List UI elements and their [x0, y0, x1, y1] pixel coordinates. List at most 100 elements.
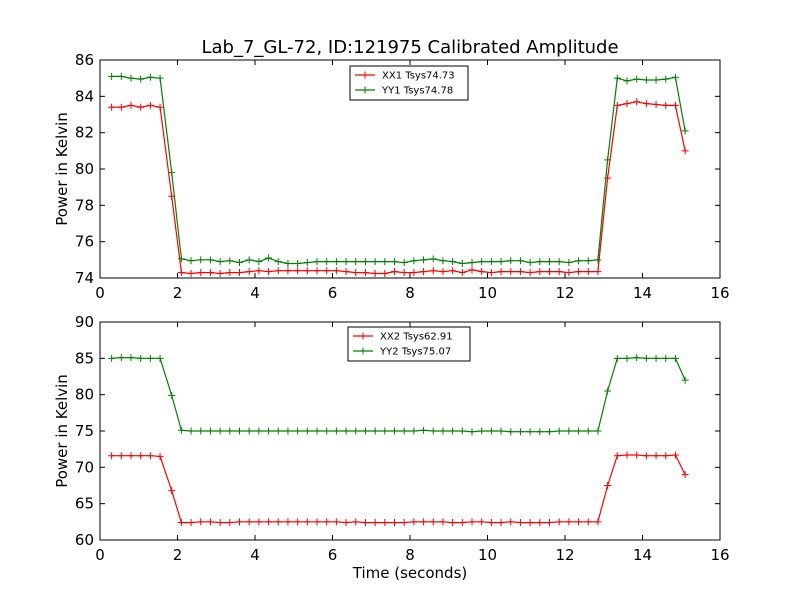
data-point — [117, 72, 125, 80]
data-point — [487, 269, 495, 277]
data-point — [429, 427, 437, 435]
data-point — [429, 518, 437, 526]
data-point — [546, 428, 553, 436]
data-point — [575, 268, 583, 276]
y-tick-label: 75 — [75, 422, 94, 440]
data-point — [420, 256, 428, 264]
data-point — [449, 427, 457, 435]
data-point — [391, 519, 398, 527]
data-point — [468, 428, 476, 436]
data-point — [137, 103, 145, 111]
data-point — [216, 427, 224, 435]
data-point — [323, 258, 331, 266]
data-point — [352, 518, 360, 526]
data-point — [681, 376, 689, 384]
data-point — [361, 519, 369, 527]
data-point — [546, 258, 553, 266]
x-tick-label: 6 — [328, 546, 338, 564]
data-point — [526, 519, 534, 527]
data-point — [584, 427, 592, 435]
y-tick-label: 74 — [75, 269, 94, 287]
data-point — [681, 147, 689, 155]
data-point — [294, 427, 302, 435]
data-point — [565, 269, 573, 277]
y-tick-label: 70 — [75, 458, 94, 476]
data-point — [206, 256, 214, 264]
legend: XX2 Tsys62.91 YY2 Tsys75.07 — [347, 326, 471, 362]
x-tick-label: 12 — [555, 284, 574, 302]
data-point — [226, 257, 234, 265]
data-point — [108, 354, 116, 362]
data-point — [468, 266, 476, 274]
y-tick-label: 76 — [75, 233, 94, 251]
data-point — [497, 268, 505, 276]
data-point — [652, 452, 660, 460]
data-point — [245, 268, 253, 276]
y-tick-label: 60 — [75, 531, 94, 549]
data-point — [371, 519, 379, 527]
data-point — [245, 256, 253, 264]
data-point — [546, 519, 553, 527]
x-tick-label: 2 — [173, 546, 183, 564]
data-point — [313, 267, 321, 275]
y-tick-label: 78 — [75, 196, 94, 214]
data-point — [255, 267, 263, 275]
legend-marker — [361, 71, 369, 79]
data-point — [565, 259, 573, 267]
data-point — [565, 427, 573, 435]
data-point — [681, 471, 689, 479]
data-point — [177, 519, 185, 527]
data-point — [236, 269, 243, 277]
data-point — [439, 518, 447, 526]
data-point — [613, 74, 621, 82]
data-point — [216, 519, 224, 527]
data-point — [156, 452, 164, 460]
data-point — [594, 268, 602, 276]
data-point — [516, 268, 524, 276]
data-point — [662, 101, 670, 109]
data-point — [507, 428, 515, 436]
data-point — [226, 269, 234, 277]
legend-marker — [361, 86, 369, 94]
data-point — [623, 100, 631, 108]
data-point — [313, 518, 321, 526]
data-point — [156, 103, 164, 111]
data-point — [361, 427, 369, 435]
data-point — [410, 269, 418, 277]
data-point — [478, 427, 486, 435]
data-point — [400, 427, 408, 435]
data-point — [117, 354, 125, 362]
data-point — [555, 518, 563, 526]
data-point — [137, 75, 145, 83]
data-point — [584, 518, 592, 526]
data-point — [108, 103, 116, 111]
data-point — [226, 427, 234, 435]
data-point — [265, 427, 273, 435]
data-point — [410, 427, 418, 435]
data-point — [323, 267, 331, 275]
data-point — [458, 519, 466, 527]
data-point — [177, 255, 185, 263]
data-point — [265, 268, 273, 276]
data-point — [284, 267, 292, 275]
chart-title: Lab_7_GL-72, ID:121975 Calibrated Amplit… — [201, 37, 618, 58]
data-point — [458, 269, 466, 277]
data-point — [584, 257, 592, 265]
data-point — [642, 354, 650, 362]
data-point — [371, 258, 379, 266]
y-tick-label: 80 — [75, 386, 94, 404]
data-point — [439, 427, 447, 435]
data-point — [555, 427, 563, 435]
data-point — [313, 427, 321, 435]
data-point — [468, 259, 476, 267]
bottom-panel: 0 2 4 6 8 10 12 14 16 60 65 70 75 80 85 90 Power in Kelv… — [53, 313, 730, 582]
legend-label: YY1 Tsys74.78 — [381, 86, 453, 97]
data-point — [127, 74, 135, 82]
legend-marker — [359, 332, 367, 340]
data-point — [206, 427, 214, 435]
data-point — [400, 259, 408, 267]
data-point — [623, 354, 631, 362]
data-point — [458, 427, 466, 435]
top-panel: 0 2 4 6 8 10 12 14 16 74 76 78 80 82 84 86 Power in Kelv… — [53, 51, 730, 302]
